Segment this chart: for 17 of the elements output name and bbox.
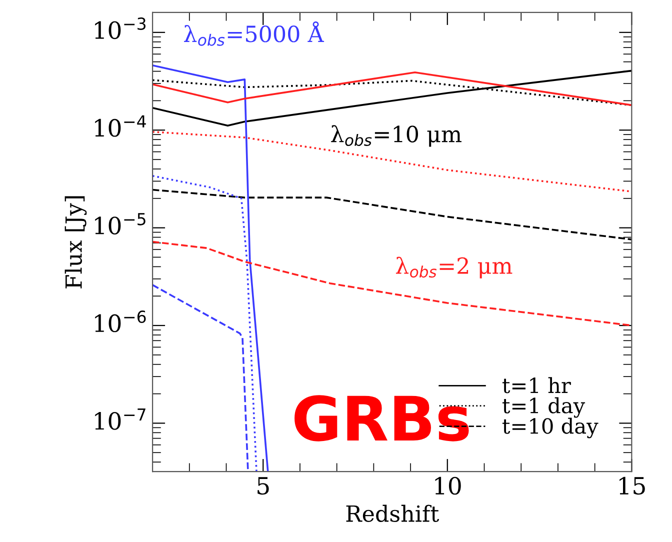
y-tick-label: 10$^{−4}$ — [95, 115, 146, 137]
x-tick-label: 10 — [435, 476, 461, 495]
y-tick-label: 10$^{−5}$ — [95, 213, 146, 234]
legend-label: t=10 day — [502, 418, 598, 438]
legend-label: t=1 hr — [502, 377, 571, 394]
y-tick-label: 10$^{−7}$ — [95, 408, 146, 430]
x-tick-label: 15 — [620, 476, 645, 495]
x-axis-title: Redshift — [346, 504, 439, 522]
annotation: GRBs — [294, 395, 469, 442]
y-tick-label: 10$^{−6}$ — [95, 310, 146, 332]
legend-label: t=1 day — [502, 397, 586, 418]
annotation: λ$_{obs}$=5000 Å — [184, 21, 324, 46]
y-axis-title: Flux [Jy] — [64, 196, 87, 288]
annotation: λ$_{obs}$=10 μm — [331, 125, 462, 147]
y-tick-label: 10$^{−3}$ — [95, 17, 146, 40]
annotation: λ$_{obs}$=2 μm — [396, 256, 512, 278]
x-tick-label: 5 — [258, 477, 269, 495]
